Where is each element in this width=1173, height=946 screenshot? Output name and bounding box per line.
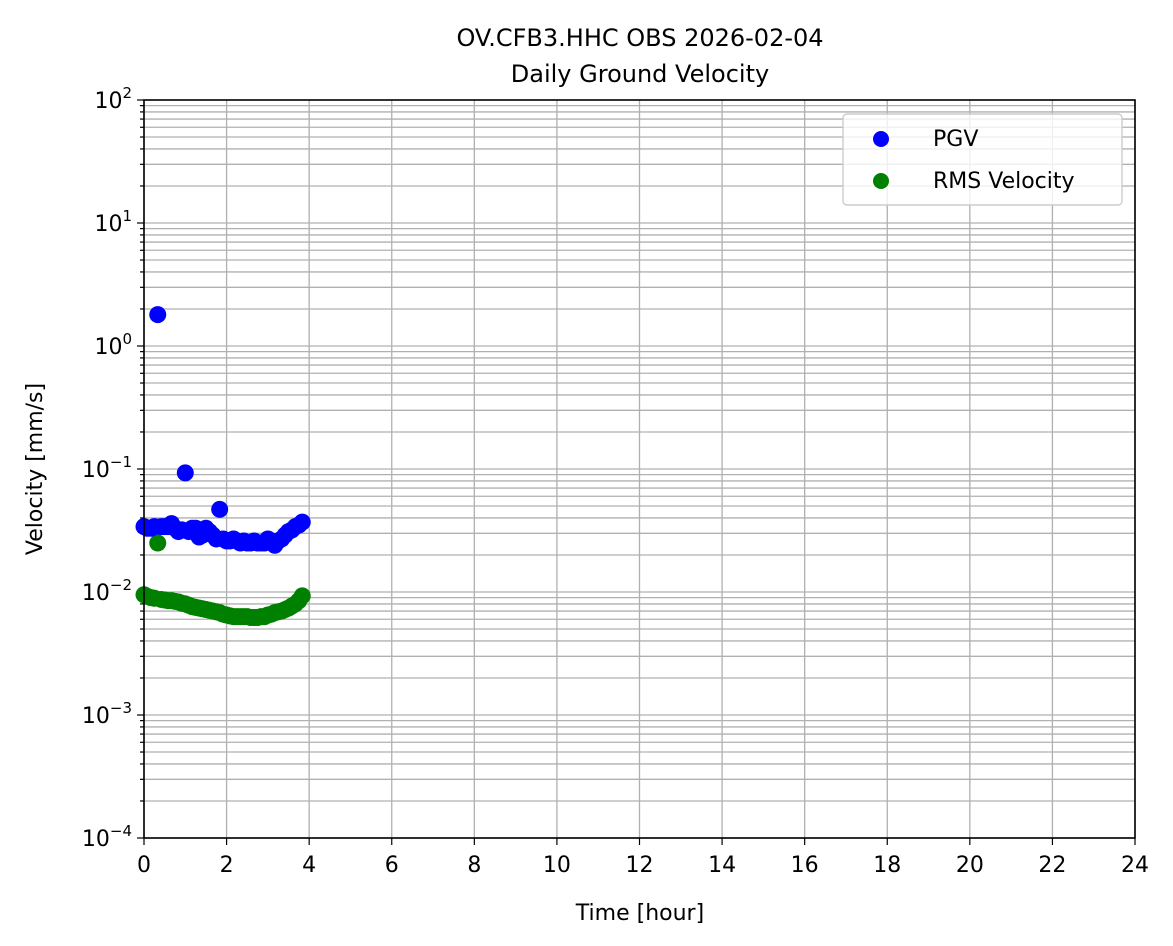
chart-title: OV.CFB3.HHC OBS 2026-02-04	[456, 24, 823, 52]
rms-point	[149, 534, 167, 552]
pgv-point	[293, 513, 311, 531]
y-tick-label: 101	[94, 207, 132, 237]
pgv-point	[211, 500, 229, 518]
grid-lines	[143, 100, 1136, 839]
y-tick-label: 102	[94, 84, 132, 114]
y-tick-label: 10−3	[82, 699, 132, 729]
x-tick-label: 12	[626, 853, 654, 878]
x-tick-label: 6	[385, 853, 399, 878]
x-tick-label: 10	[543, 853, 571, 878]
data-points	[135, 306, 311, 627]
y-tick-label: 10−4	[82, 822, 132, 852]
x-tick-label: 18	[873, 853, 901, 878]
x-tick-label: 22	[1038, 853, 1066, 878]
x-tick-label: 20	[956, 853, 984, 878]
rms-point	[293, 587, 311, 605]
x-tick-label: 2	[220, 853, 234, 878]
legend-frame	[842, 113, 1123, 206]
chart-subtitle: Daily Ground Velocity	[511, 60, 769, 88]
x-axis-label: Time [hour]	[575, 901, 704, 926]
pgv-point	[149, 306, 167, 324]
y-axis-label: Velocity [mm/s]	[23, 383, 48, 555]
axis-ticks: 0 2 4 6 8 10 12 14 16 18 20 22 2410−410−310−210−1100…	[82, 84, 1149, 878]
legend-marker-rms	[873, 173, 889, 189]
x-tick-label: 14	[708, 853, 736, 878]
y-tick-label: 10−1	[82, 453, 132, 483]
legend-marker-pgv	[873, 131, 889, 147]
y-tick-label: 10−2	[82, 576, 132, 606]
pgv-point	[176, 464, 194, 482]
x-tick-label: 4	[302, 853, 316, 878]
x-tick-label: 16	[791, 853, 819, 878]
x-tick-label: 0	[137, 853, 151, 878]
legend-label-rms: RMS Velocity	[933, 169, 1075, 194]
legend-label-pgv: PGV	[933, 127, 978, 152]
x-tick-label: 8	[467, 853, 481, 878]
legend: PGV RMS Velocity	[842, 113, 1123, 206]
y-tick-label: 100	[94, 330, 132, 360]
x-tick-label: 24	[1121, 853, 1149, 878]
plot-frame	[143, 99, 1136, 839]
